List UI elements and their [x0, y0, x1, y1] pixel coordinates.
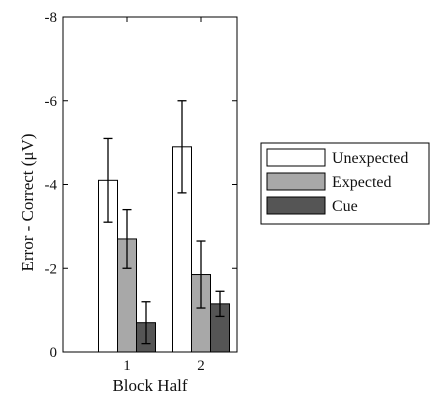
y-tick-label: 0 — [50, 345, 58, 361]
x-tick-label: 2 — [197, 358, 205, 374]
y-axis: 0 -2 -4 -6 -8 — [45, 10, 237, 361]
legend-label-cue: Cue — [332, 198, 358, 215]
y-tick-label: -6 — [45, 94, 58, 110]
y-tick-label: -8 — [45, 10, 58, 26]
x-axis-label: Block Half — [112, 376, 187, 395]
bars — [98, 146, 230, 353]
y-tick-label: -4 — [45, 178, 58, 194]
legend: Unexpected Expected Cue — [260, 142, 430, 225]
legend-label-unexpected: Unexpected — [332, 150, 408, 167]
error-bars — [103, 100, 225, 345]
legend-label-expected: Expected — [332, 174, 392, 191]
x-tick-label: 1 — [123, 358, 131, 374]
legend-swatch-unexpected — [266, 148, 326, 167]
y-axis-label: Error - Correct (μV) — [18, 134, 37, 272]
legend-swatch-cue — [266, 196, 326, 215]
legend-swatch-expected — [266, 172, 326, 191]
y-tick-label: -2 — [45, 261, 58, 277]
